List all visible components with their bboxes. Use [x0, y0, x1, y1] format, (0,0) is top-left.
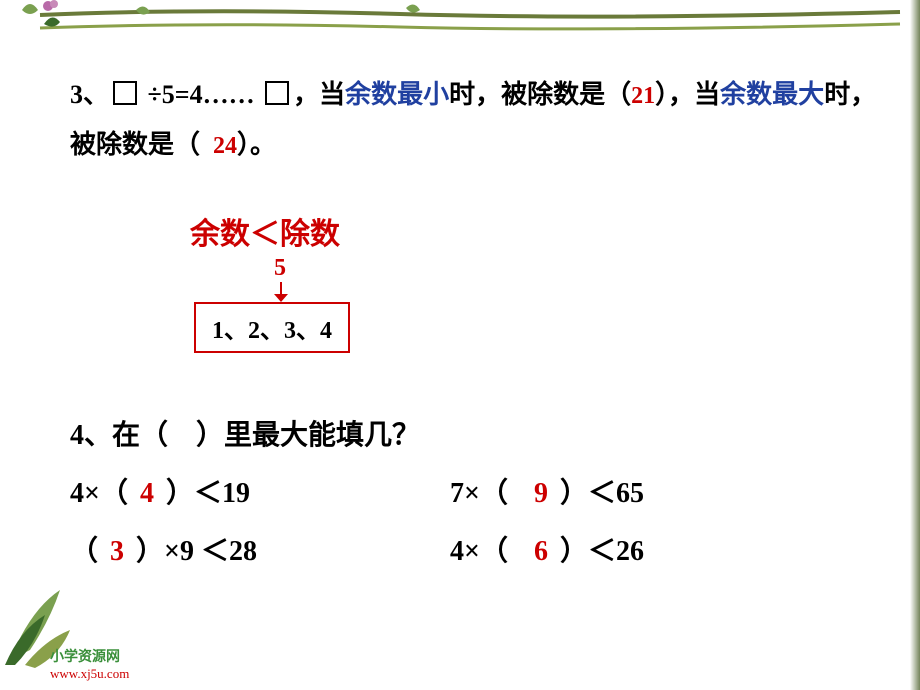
expr-pre: （	[70, 536, 98, 567]
q3-t6: ）。	[237, 130, 276, 159]
expr-post: ）＜26	[560, 536, 644, 567]
question-4-title: 4、在（ ）里最大能填几？	[70, 413, 880, 453]
footer-site: 小学资源网	[50, 646, 129, 666]
q4-row: （3）×9 ＜28 4×（ 6）＜26	[70, 529, 880, 569]
helper-rule: 余数＜除数	[190, 209, 880, 253]
q3-ans2: 24	[213, 133, 237, 159]
blank-box-icon	[265, 81, 289, 105]
q3-prefix: 3、	[70, 80, 109, 109]
blank-box-icon	[113, 81, 137, 105]
q3-ans1: 21	[631, 83, 655, 109]
expr-pre: 4×（	[70, 478, 128, 509]
expr-ans: 9	[522, 478, 560, 510]
q3-t2: ，当	[293, 80, 345, 109]
q4-grid: 4×（4）＜19 7×（ 9）＜65 （3）×9 ＜28 4×（ 6）＜26	[70, 471, 880, 569]
helper-divisor: 5	[190, 255, 370, 282]
edge-shadow-right	[910, 0, 920, 690]
expr-pre: 4×（	[450, 536, 508, 567]
q4-cell: 7×（ 9）＜65	[450, 471, 830, 511]
expr-pre: 7×（	[450, 478, 508, 509]
question-3: 3、 ÷5=4…… ，当余数最小时，被除数是（21），当余数最大时，被除数是（ …	[70, 70, 880, 169]
q3-t4: ），当	[655, 80, 720, 109]
helper-list-box: 1、2、3、4	[194, 302, 350, 353]
q4-row: 4×（4）＜19 7×（ 9）＜65	[70, 471, 880, 511]
footer-url: www.xj5u.com	[50, 666, 129, 682]
q3-t1: ÷5=4……	[141, 80, 261, 109]
q4-cell: 4×（ 6）＜26	[450, 529, 830, 569]
expr-post: ）＜65	[560, 478, 644, 509]
q3-t3: 时，被除数是（	[449, 80, 631, 109]
q3-blue1: 余数最小	[345, 80, 449, 109]
footer: 小学资源网 www.xj5u.com	[50, 646, 129, 682]
expr-post: ）＜19	[166, 478, 250, 509]
helper-block: 余数＜除数 5 1、2、3、4	[190, 209, 880, 353]
expr-post: ）×9 ＜28	[136, 536, 257, 567]
expr-ans: 4	[128, 478, 166, 510]
vine-top-decor	[0, 0, 920, 60]
q4-cell: 4×（4）＜19	[70, 471, 450, 511]
content-area: 3、 ÷5=4…… ，当余数最小时，被除数是（21），当余数最大时，被除数是（ …	[70, 70, 880, 587]
expr-ans: 3	[98, 536, 136, 568]
expr-ans: 6	[522, 536, 560, 568]
arrow-down-icon	[190, 282, 370, 302]
q4-cell: （3）×9 ＜28	[70, 529, 450, 569]
q3-blue2: 余数最大	[720, 80, 824, 109]
